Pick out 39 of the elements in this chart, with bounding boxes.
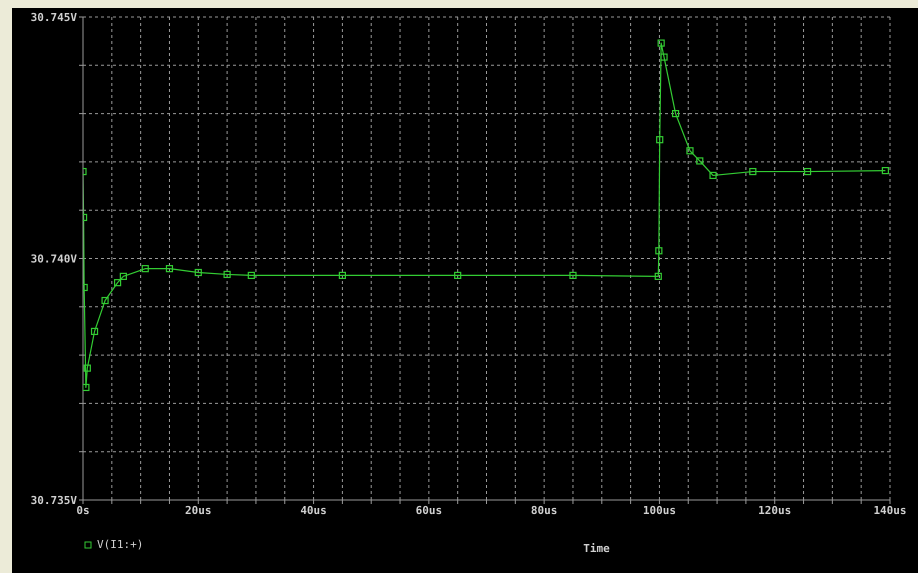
point bbox=[248, 272, 255, 280]
point bbox=[120, 272, 127, 280]
y-tick-label: 30.740V bbox=[30, 252, 78, 266]
point bbox=[101, 296, 109, 304]
point bbox=[166, 265, 174, 272]
point bbox=[696, 157, 704, 165]
y-tick-label: 30.735V bbox=[30, 494, 78, 507]
point bbox=[686, 147, 694, 154]
point bbox=[655, 247, 662, 254]
x-tick-label: 0s bbox=[76, 504, 90, 517]
point bbox=[114, 279, 122, 286]
point bbox=[90, 328, 98, 336]
point bbox=[804, 168, 812, 176]
point bbox=[656, 136, 664, 144]
x-tick-label: 60us bbox=[416, 504, 442, 517]
point bbox=[142, 265, 149, 272]
point bbox=[84, 364, 91, 372]
y-tick-label: 30.745V bbox=[30, 10, 78, 24]
point bbox=[83, 384, 90, 392]
x-tick-label: 40us bbox=[300, 504, 327, 517]
x-tick-label: 140us bbox=[873, 504, 907, 517]
point bbox=[654, 272, 662, 280]
x-tick-label: 20us bbox=[185, 504, 212, 517]
point bbox=[454, 272, 462, 280]
point bbox=[672, 110, 680, 118]
x-axis-title: Time bbox=[583, 542, 610, 555]
point bbox=[882, 166, 889, 174]
legend-label: V(I1:+) bbox=[96, 538, 144, 551]
point bbox=[194, 268, 202, 276]
x-tick-label: 120us bbox=[758, 504, 792, 517]
point bbox=[338, 272, 346, 280]
x-tick-label: 80us bbox=[530, 504, 558, 517]
point bbox=[749, 168, 756, 176]
point bbox=[658, 39, 665, 47]
point bbox=[224, 270, 231, 278]
point bbox=[569, 272, 577, 280]
point bbox=[709, 172, 717, 180]
x-tick-label: 100us bbox=[642, 504, 676, 517]
point bbox=[660, 53, 668, 61]
